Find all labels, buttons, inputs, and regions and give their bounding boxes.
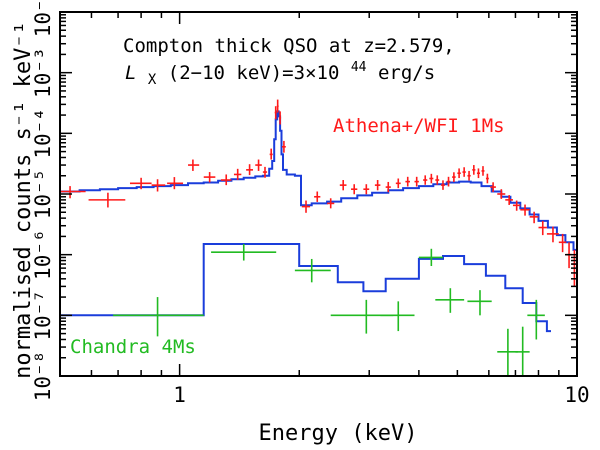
- luminosity-symbol: L: [125, 62, 136, 84]
- athena-data-point: [327, 198, 335, 209]
- athena-data-point: [314, 191, 321, 202]
- luminosity-range-text: (2−10 keV)=3×10: [168, 62, 340, 84]
- athena-data-point: [255, 159, 262, 171]
- athena-data-point: [203, 172, 216, 183]
- athena-data-point: [151, 179, 166, 192]
- athena-data-point: [446, 176, 451, 187]
- athena-data-point: [88, 192, 126, 208]
- athena-data-point: [435, 175, 440, 185]
- athena-data-point: [395, 178, 401, 189]
- athena-data-point: [167, 177, 184, 190]
- chandra-data-point: [330, 299, 394, 334]
- athena-data-point: [497, 189, 506, 199]
- chandra-data-point: [467, 290, 492, 316]
- athena-data-point: [279, 111, 282, 125]
- athena-data-point: [385, 181, 391, 193]
- luminosity-subscript: X: [148, 72, 157, 88]
- chandra-data-point: [294, 258, 331, 283]
- athena-data-point: [351, 184, 358, 195]
- plot-clip-group: [60, 99, 577, 376]
- athena-data-point: [282, 140, 286, 153]
- axes: 1 10 10⁻² 10⁻³ 10⁻⁴ 10⁻⁵ 10⁻⁶ 10⁻⁷ 10⁻⁸: [31, 0, 590, 407]
- athena-data-point: [220, 174, 232, 186]
- x-tick-label: 1: [173, 383, 186, 407]
- athena-data-point: [233, 168, 242, 181]
- x-axis-title: Energy (keV): [259, 421, 418, 446]
- annotation-title-line2: L X (2−10 keV)=3×10 44 erg/s: [125, 54, 435, 89]
- y-tick-label: 10⁻⁷: [31, 290, 55, 341]
- athena-data-point: [512, 200, 521, 211]
- athena-data-point: [60, 186, 86, 199]
- athena-data-point: [472, 165, 476, 175]
- y-tick-label: 10⁻⁵: [31, 169, 55, 220]
- athena-data-point: [429, 173, 434, 184]
- athena-data-point: [423, 175, 428, 185]
- legend-chandra-label: Chandra 4Ms: [70, 336, 196, 358]
- chandra-data-point: [515, 326, 530, 376]
- legend-athena-label: Athena+/WFI 1Ms: [333, 115, 505, 137]
- athena-data-point: [558, 233, 567, 253]
- athena-data-point: [452, 172, 456, 182]
- athena-data-point: [363, 184, 370, 195]
- athena-data-point: [246, 164, 254, 176]
- athena-data-point: [269, 148, 273, 160]
- athena-data-point: [505, 195, 513, 205]
- chandra-data-point: [113, 297, 204, 337]
- model-line-athena: [60, 110, 577, 255]
- chandra-data-point: [380, 301, 415, 332]
- chandra-data-point: [435, 288, 465, 313]
- athena-data-point: [276, 99, 279, 113]
- athena-data-point: [467, 170, 471, 181]
- athena-data-point: [476, 168, 480, 179]
- athena-data-point: [485, 173, 489, 184]
- chandra-data-point: [418, 248, 443, 267]
- athena-data-point: [546, 226, 559, 243]
- athena-data-point: [462, 167, 466, 177]
- luminosity-unit: erg/s: [378, 62, 435, 84]
- athena-data-point: [441, 180, 445, 190]
- athena-data-point: [301, 200, 311, 213]
- y-tick-label: 10⁻³: [31, 47, 55, 98]
- x-tick-label: 10: [564, 383, 589, 407]
- annotation-title-line1: Compton thick QSO at z=2.579,: [123, 35, 455, 57]
- chandra-data-point: [497, 328, 518, 376]
- y-axis-title: normalised counts s⁻¹ keV⁻¹: [11, 21, 36, 379]
- athena-data-point: [274, 106, 277, 120]
- y-tick-label: 10⁻⁶: [31, 229, 55, 280]
- model-line-chandra: [60, 243, 551, 333]
- athena-data-point: [129, 177, 152, 190]
- y-tick-label: 10⁻⁴: [31, 108, 55, 159]
- athena-data-point: [490, 182, 496, 192]
- athena-data-point: [188, 159, 200, 171]
- plot-area: [60, 99, 577, 376]
- luminosity-exponent: 44: [351, 60, 367, 75]
- chandra-data-point: [211, 243, 277, 261]
- athena-data-point: [481, 166, 485, 176]
- athena-data-point: [457, 168, 461, 179]
- athena-data-point: [339, 180, 347, 191]
- athena-data-point: [529, 211, 539, 224]
- chandra-data-point: [527, 299, 545, 340]
- athena-data-point: [374, 180, 381, 191]
- athena-data-point: [262, 166, 268, 178]
- athena-data-point: [520, 204, 530, 216]
- y-tick-label: 10⁻²: [31, 0, 55, 37]
- athena-data-point: [405, 176, 411, 187]
- athena-data-point: [414, 176, 419, 187]
- y-tick-label: 10⁻⁸: [31, 351, 55, 402]
- athena-data-point: [538, 220, 547, 236]
